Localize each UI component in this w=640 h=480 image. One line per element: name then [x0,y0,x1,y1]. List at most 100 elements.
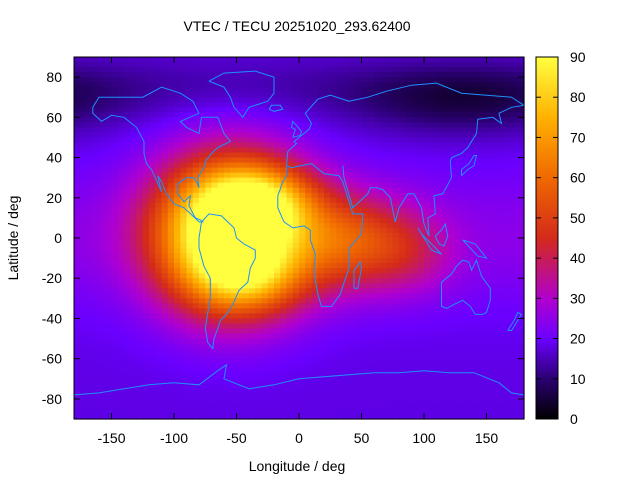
heatmap-cell [199,177,206,184]
heatmap-cell [436,192,444,199]
heatmap-cell [317,383,325,390]
heatmap-cell [92,258,100,264]
heatmap-cell [492,363,500,370]
heatmap-cell [411,328,419,335]
heatmap-cell [374,328,381,335]
heatmap-cell [411,278,419,284]
heatmap-cell [292,383,300,390]
heatmap-cell [399,207,406,214]
heatmap-cell [455,172,463,179]
heatmap-cell [186,343,194,350]
heatmap-cell [417,318,425,325]
heatmap-cell [367,273,375,279]
heatmap-cell [474,368,481,375]
heatmap-cell [224,288,231,294]
heatmap-cell [417,202,425,209]
heatmap-cell [405,348,413,355]
heatmap-cell [255,258,263,264]
heatmap-cell [474,298,481,304]
heatmap-cell [105,248,113,254]
heatmap-cell [255,343,263,350]
heatmap-cell [236,403,244,410]
heatmap-cell [130,413,138,420]
heatmap-cell [267,167,275,174]
heatmap-cell [80,338,88,345]
heatmap-cell [186,172,194,179]
heatmap-cell [242,102,250,108]
heatmap-cell [499,288,506,294]
heatmap-cell [92,187,100,194]
heatmap-cell [461,222,469,229]
heatmap-cell [367,187,375,194]
heatmap-cell [342,217,350,224]
heatmap-cell [180,112,188,118]
heatmap-cell [92,232,100,239]
heatmap-cell [349,353,356,360]
heatmap-cell [461,358,469,365]
heatmap-cell [249,182,256,189]
heatmap-cell [330,57,338,63]
heatmap-cell [224,248,231,254]
heatmap-cell [130,278,138,284]
heatmap-cell [299,303,306,309]
heatmap-cell [261,187,269,194]
heatmap-cell [130,328,138,335]
heatmap-cell [242,132,250,139]
heatmap-cell [86,152,94,159]
heatmap-cell [380,393,388,400]
heatmap-cell [336,288,344,294]
heatmap-cell [205,338,213,345]
heatmap-cell [430,147,438,154]
heatmap-cell [330,212,338,219]
heatmap-cell [105,273,113,279]
heatmap-cell [499,308,506,315]
heatmap-cell [417,403,425,410]
heatmap-cell [124,338,131,345]
heatmap-cell [255,328,263,335]
heatmap-cell [230,363,238,370]
heatmap-cell [192,388,200,395]
heatmap-cell [461,142,469,149]
heatmap-cell [455,142,463,149]
heatmap-cell [180,82,188,88]
heatmap-cell [161,147,169,154]
heatmap-cell [130,258,138,264]
heatmap-cell [386,102,394,108]
heatmap-cell [205,368,213,375]
heatmap-cell [192,137,200,144]
heatmap-cell [442,72,450,78]
heatmap-cell [367,253,375,259]
heatmap-cell [236,293,244,299]
heatmap-cell [336,222,344,229]
heatmap-cell [299,288,306,294]
heatmap-cell [142,288,150,294]
heatmap-cell [186,202,194,209]
heatmap-cell [274,253,281,259]
heatmap-cell [261,283,269,289]
heatmap-cell [92,117,100,123]
heatmap-cell [411,87,419,93]
heatmap-cell [74,142,81,149]
heatmap-cell [255,127,263,134]
heatmap-cell [380,308,388,315]
heatmap-cell [80,408,88,415]
heatmap-cell [155,187,163,194]
heatmap-cell [436,117,444,123]
heatmap-cell [330,192,338,199]
heatmap-cell [142,142,150,149]
heatmap-cell [111,278,119,284]
heatmap-cell [474,393,481,400]
heatmap-cell [167,147,175,154]
heatmap-cell [411,202,419,209]
heatmap-cell [317,207,325,214]
heatmap-cell [380,273,388,279]
heatmap-cell [92,77,100,83]
heatmap-cell [299,77,306,83]
heatmap-cell [342,408,350,415]
heatmap-cell [367,192,375,199]
heatmap-cell [367,82,375,88]
heatmap-cell [505,147,513,154]
heatmap-cell [474,308,481,315]
heatmap-cell [286,348,294,355]
heatmap-cell [192,212,200,219]
